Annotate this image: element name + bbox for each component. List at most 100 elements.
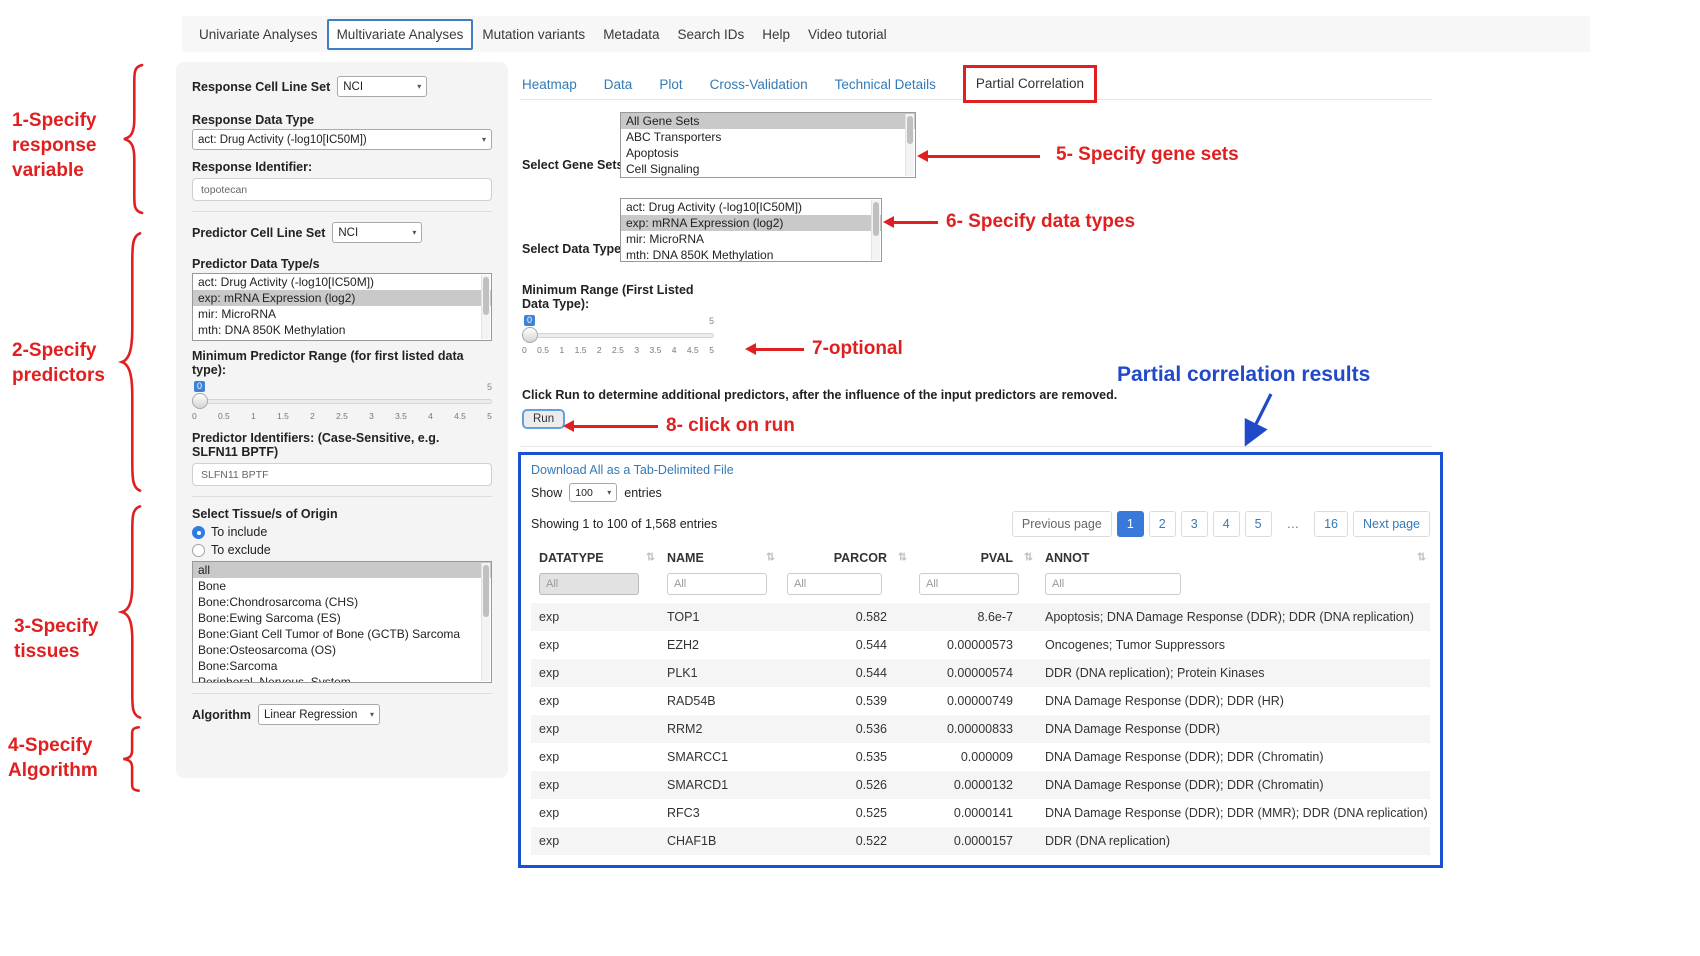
table-row[interactable]: exp RRM2 0.536 0.00000833 DNA Damage Respons… bbox=[531, 715, 1430, 743]
page-button-5[interactable]: 5 bbox=[1244, 511, 1272, 537]
cell-name: SMARCD1 bbox=[667, 778, 729, 792]
tab-technical-details[interactable]: Technical Details bbox=[834, 76, 936, 92]
list-item[interactable]: mth: DNA 850K Methylation bbox=[626, 248, 774, 262]
list-item[interactable]: Bone:Sarcoma bbox=[198, 659, 278, 673]
cell-annot: DNA Damage Response (DDR); DDR (Chromati… bbox=[1045, 750, 1324, 764]
table-row[interactable]: exp RFC3 0.525 0.0000141 DNA Damage Response… bbox=[531, 799, 1430, 827]
scrollbar[interactable] bbox=[481, 563, 490, 681]
predictor-cell-line-set-select[interactable]: NCI ▾ bbox=[332, 222, 423, 243]
predictor-identifiers-input[interactable] bbox=[192, 463, 492, 486]
column-header-parcor[interactable]: PARCOR ⇅ bbox=[779, 543, 911, 571]
tab-heatmap[interactable]: Heatmap bbox=[522, 76, 577, 92]
cell-name: EZH2 bbox=[667, 638, 699, 652]
column-header-name[interactable]: NAME ⇅ bbox=[659, 543, 779, 571]
response-identifier-label: Response Identifier: bbox=[192, 160, 313, 174]
table-row[interactable]: exp CHAF1B 0.522 0.0000157 DDR (DNA replicat… bbox=[531, 827, 1430, 855]
tab-data[interactable]: Data bbox=[603, 76, 633, 92]
radio-unselected-icon bbox=[192, 543, 205, 557]
min-predictor-range-slider[interactable]: 0 5 0 0.5 1 1.5 2 2.5 3 3.5 4 4.5 5 bbox=[192, 381, 492, 427]
cell-datatype: exp bbox=[539, 806, 560, 820]
run-button[interactable]: Run bbox=[522, 409, 566, 429]
entries-count-value: 100 bbox=[575, 486, 593, 499]
column-header-pval[interactable]: PVAL ⇅ bbox=[911, 543, 1037, 571]
slider-tick-label: 1 bbox=[559, 345, 565, 355]
page-button-1[interactable]: 1 bbox=[1116, 511, 1144, 537]
table-row[interactable]: exp EZH2 0.544 0.00000573 Oncogenes; Tumor S… bbox=[531, 631, 1430, 659]
filter-parcor-input[interactable] bbox=[787, 573, 882, 595]
list-item[interactable]: act: Drug Activity (-log10[IC50M]) bbox=[198, 275, 375, 289]
filter-datatype-input[interactable] bbox=[539, 573, 639, 595]
list-item-selected[interactable]: All Gene Sets bbox=[621, 113, 915, 129]
tab-partial-correlation[interactable]: Partial Correlation bbox=[975, 76, 1084, 91]
list-item[interactable]: Bone:Osteosarcoma (OS) bbox=[198, 643, 337, 657]
nav-tab-mutation-variants[interactable]: Mutation variants bbox=[482, 26, 586, 42]
nav-tab-univariate-analyses[interactable]: Univariate Analyses bbox=[199, 26, 318, 42]
nav-tab-help[interactable]: Help bbox=[762, 26, 791, 42]
list-item-selected[interactable]: exp: mRNA Expression (log2) bbox=[621, 215, 881, 231]
page-button-3[interactable]: 3 bbox=[1180, 511, 1208, 537]
column-header-datatype[interactable]: DATATYPE ⇅ bbox=[531, 543, 659, 571]
list-item[interactable]: mir: MicroRNA bbox=[626, 232, 704, 246]
table-row[interactable]: exp PLK1 0.544 0.00000574 DDR (DNA replicati… bbox=[531, 659, 1430, 687]
cell-pval: 0.0000141 bbox=[953, 806, 1013, 820]
list-item[interactable]: ABC Transporters bbox=[626, 130, 722, 144]
slider-tick-label: 4 bbox=[671, 345, 677, 355]
slider-track[interactable] bbox=[522, 333, 714, 338]
table-row[interactable]: exp TOP1 0.582 8.6e-7 Apoptosis; DNA Damage … bbox=[531, 603, 1430, 631]
partial-correlation-results-panel: Download All as a Tab-Delimited File Sho… bbox=[518, 452, 1443, 868]
list-item[interactable]: Cell Signaling bbox=[626, 162, 700, 176]
nav-tab-video-tutorial[interactable]: Video tutorial bbox=[808, 26, 887, 42]
tab-plot[interactable]: Plot bbox=[659, 76, 683, 92]
slider-handle[interactable] bbox=[522, 327, 538, 343]
entries-count-select[interactable]: 100 ▾ bbox=[569, 483, 618, 502]
table-row[interactable]: exp SMARCC1 0.535 0.000009 DNA Damage Respon… bbox=[531, 743, 1430, 771]
scrollbar-thumb[interactable] bbox=[483, 565, 489, 617]
next-page-button[interactable]: Next page bbox=[1353, 511, 1430, 537]
list-item[interactable]: Bone:Ewing Sarcoma (ES) bbox=[198, 611, 341, 625]
cell-datatype: exp bbox=[539, 666, 560, 680]
tissue-exclude-radio[interactable]: To exclude bbox=[192, 543, 492, 557]
cell-pval: 0.00000833 bbox=[946, 722, 1013, 736]
scrollbar-thumb[interactable] bbox=[873, 202, 879, 236]
cell-annot: Oncogenes; Tumor Suppressors bbox=[1045, 638, 1225, 652]
response-data-type-select[interactable]: act: Drug Activity (-log10[IC50M]) ▾ bbox=[192, 129, 492, 150]
previous-page-button[interactable]: Previous page bbox=[1011, 511, 1112, 537]
nav-tab-multivariate-analyses[interactable]: Multivariate Analyses bbox=[326, 18, 474, 50]
scrollbar-thumb[interactable] bbox=[483, 277, 489, 315]
nav-tab-search-ids[interactable]: Search IDs bbox=[677, 26, 745, 42]
table-row[interactable]: exp RAD54B 0.539 0.00000749 DNA Damage Respo… bbox=[531, 687, 1430, 715]
list-item[interactable]: Bone bbox=[198, 579, 227, 593]
scrollbar[interactable] bbox=[481, 275, 490, 339]
filter-name-input[interactable] bbox=[667, 573, 767, 595]
list-item-selected[interactable]: all bbox=[193, 562, 491, 578]
slider-handle[interactable] bbox=[192, 393, 208, 409]
table-row[interactable]: exp SMARCD1 0.526 0.0000132 DNA Damage Respo… bbox=[531, 771, 1430, 799]
list-item[interactable]: Bone:Giant Cell Tumor of Bone (GCTB) Sar… bbox=[198, 627, 461, 641]
slider-track[interactable] bbox=[192, 399, 492, 404]
list-item[interactable]: Apoptosis bbox=[626, 146, 679, 160]
page-button-2[interactable]: 2 bbox=[1148, 511, 1176, 537]
list-item[interactable]: Peripheral_Nervous_System bbox=[198, 675, 351, 683]
list-item[interactable]: act: Drug Activity (-log10[IC50M]) bbox=[626, 200, 803, 214]
scrollbar-thumb[interactable] bbox=[907, 116, 913, 144]
scrollbar[interactable] bbox=[905, 114, 914, 176]
list-item[interactable]: mth: DNA 850K Methylation bbox=[198, 323, 346, 337]
tissue-include-radio[interactable]: To include bbox=[192, 525, 492, 539]
response-cell-line-set-select[interactable]: NCI ▾ bbox=[337, 76, 428, 97]
list-item[interactable]: Bone:Chondrosarcoma (CHS) bbox=[198, 595, 359, 609]
slider-max-label: 5 bbox=[708, 316, 714, 326]
page-button-16[interactable]: 16 bbox=[1314, 511, 1349, 537]
list-item[interactable]: mir: MicroRNA bbox=[198, 307, 276, 321]
column-header-annot[interactable]: ANNOT ⇅ bbox=[1037, 543, 1430, 571]
response-identifier-input[interactable] bbox=[192, 178, 492, 201]
algorithm-select[interactable]: Linear Regression ▾ bbox=[258, 704, 381, 725]
list-item-selected[interactable]: exp: mRNA Expression (log2) bbox=[193, 290, 491, 306]
filter-pval-input[interactable] bbox=[919, 573, 1019, 595]
page-button-4[interactable]: 4 bbox=[1212, 511, 1240, 537]
download-all-link[interactable]: Download All as a Tab-Delimited File bbox=[531, 463, 734, 477]
filter-annot-input[interactable] bbox=[1045, 573, 1181, 595]
nav-tab-metadata[interactable]: Metadata bbox=[603, 26, 660, 42]
tab-cross-validation[interactable]: Cross-Validation bbox=[709, 76, 808, 92]
min-range-slider[interactable]: 0 5 0 0.5 1 1.5 2 2.5 3 3.5 4 4.5 5 bbox=[522, 315, 714, 361]
scrollbar[interactable] bbox=[871, 200, 880, 260]
